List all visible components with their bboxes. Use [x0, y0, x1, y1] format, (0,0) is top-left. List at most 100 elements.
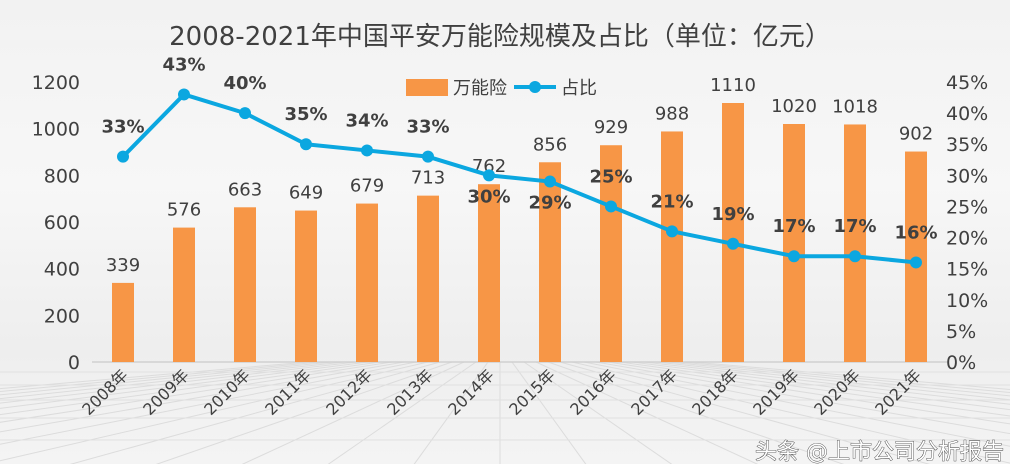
floor-grid-line [619, 361, 1010, 417]
floor-grid-line [571, 361, 1010, 464]
x-tick-label: 2011年 [261, 365, 315, 419]
floor-grid-line [0, 361, 321, 393]
bar [417, 195, 439, 362]
line-value-label: 17% [772, 216, 815, 237]
bar [295, 210, 317, 362]
floor-grid-line [595, 361, 1010, 435]
floor-grid-line [0, 361, 393, 423]
y-right-tick-label: 15% [946, 259, 988, 281]
floor-grid-line [327, 361, 477, 464]
floor-grid-line [0, 361, 381, 416]
y-right-tick-label: 20% [946, 228, 988, 250]
bar [234, 207, 256, 362]
x-tick-label: 2013年 [383, 365, 437, 419]
line-value-label: 19% [711, 204, 754, 225]
floor-grid-line [607, 361, 1010, 425]
bar-value-label: 988 [655, 103, 689, 124]
floor-grid-line [559, 361, 931, 464]
y-left-tick-label: 200 [44, 305, 80, 327]
share-line [121, 92, 917, 265]
floor-grid-line [667, 361, 1010, 397]
line-point [361, 144, 373, 157]
line-value-label: 33% [101, 117, 144, 138]
y-left-tick-label: 600 [44, 212, 80, 234]
line-value-label: 25% [589, 166, 632, 187]
line-point [727, 237, 739, 250]
bar-value-label: 663 [228, 179, 262, 200]
line-value-label: 34% [345, 110, 388, 131]
floor-grid-line [643, 361, 1010, 405]
line-value-label: 29% [528, 193, 571, 214]
bar-value-label: 1020 [771, 96, 817, 117]
floor-grid-line [0, 361, 429, 462]
floor-grid-line [0, 361, 369, 409]
x-tick-label: 2018年 [688, 365, 742, 419]
y-left-tick-label: 1000 [32, 119, 80, 141]
bar [539, 162, 561, 362]
floor-grid-line [523, 361, 673, 464]
legend-label-line: 占比 [561, 78, 597, 99]
floor-grid-line [0, 361, 333, 396]
floor-grid-line [691, 361, 1010, 391]
line-value-label: 30% [467, 186, 510, 207]
line-point [483, 169, 495, 182]
y-right-tick-label: 0% [946, 352, 976, 374]
y-left-tick-label: 800 [44, 165, 80, 187]
floor-grid-line [0, 361, 357, 404]
x-tick-label: 2009年 [139, 365, 193, 419]
bar [783, 124, 805, 362]
y-right-tick-label: 40% [946, 103, 988, 125]
x-tick-label: 2021年 [871, 365, 925, 419]
floor-grid-line [655, 361, 1010, 401]
y-left-tick-label: 0 [68, 352, 80, 374]
legend: 万能险 占比 [406, 78, 597, 99]
line-point [910, 256, 922, 269]
y-right-tick-label: 45% [946, 72, 988, 94]
bar-value-label: 1018 [832, 96, 878, 117]
line-point [422, 150, 434, 163]
bar-value-label: 902 [899, 124, 933, 145]
bar [112, 282, 134, 362]
y-left-tick-label: 1200 [32, 72, 80, 94]
line-value-label: 16% [894, 222, 937, 243]
bar-value-label: 339 [106, 255, 140, 276]
floor-grid-line [0, 361, 405, 433]
floor-grid-line [547, 361, 845, 464]
bar [661, 131, 683, 362]
line-value-label: 35% [284, 104, 327, 125]
line-point [239, 107, 251, 120]
bar-value-label: 679 [350, 176, 384, 197]
x-tick-label: 2019年 [749, 365, 803, 419]
bar [478, 184, 500, 362]
x-tick-label: 2010年 [200, 365, 254, 419]
floor-grid-line [0, 361, 345, 400]
floor-grid-line [631, 361, 1010, 411]
bar-value-label: 1110 [710, 75, 756, 96]
line-point [544, 175, 556, 188]
bar [173, 227, 195, 362]
x-tick-label: 2015年 [505, 365, 559, 419]
floor-grid-line [511, 361, 587, 464]
perspective-floor-grid [0, 361, 1010, 464]
floor-grid-line [0, 361, 309, 390]
y-right-tick-label: 5% [946, 321, 976, 343]
x-tick-label: 2016年 [566, 365, 620, 419]
line-value-label: 40% [223, 73, 266, 94]
bar [722, 103, 744, 362]
line-point [300, 138, 312, 151]
floor-grid-line [155, 361, 453, 464]
legend-line-marker [529, 81, 541, 93]
line-value-label: 17% [833, 216, 876, 237]
bar-value-label: 713 [411, 168, 445, 189]
x-tick-label: 2014年 [444, 365, 498, 419]
floor-grid-line [0, 361, 417, 445]
bar [356, 203, 378, 362]
y-left-tick-label: 400 [44, 259, 80, 281]
line-point [117, 150, 129, 163]
bar-value-label: 856 [533, 134, 567, 155]
bar [844, 124, 866, 362]
line-value-label: 21% [650, 191, 693, 212]
watermark: 头条 @上市公司分析报告 [755, 440, 1004, 464]
chart-title: 2008-2021年中国平安万能险规模及占比（单位：亿元） [169, 22, 831, 52]
